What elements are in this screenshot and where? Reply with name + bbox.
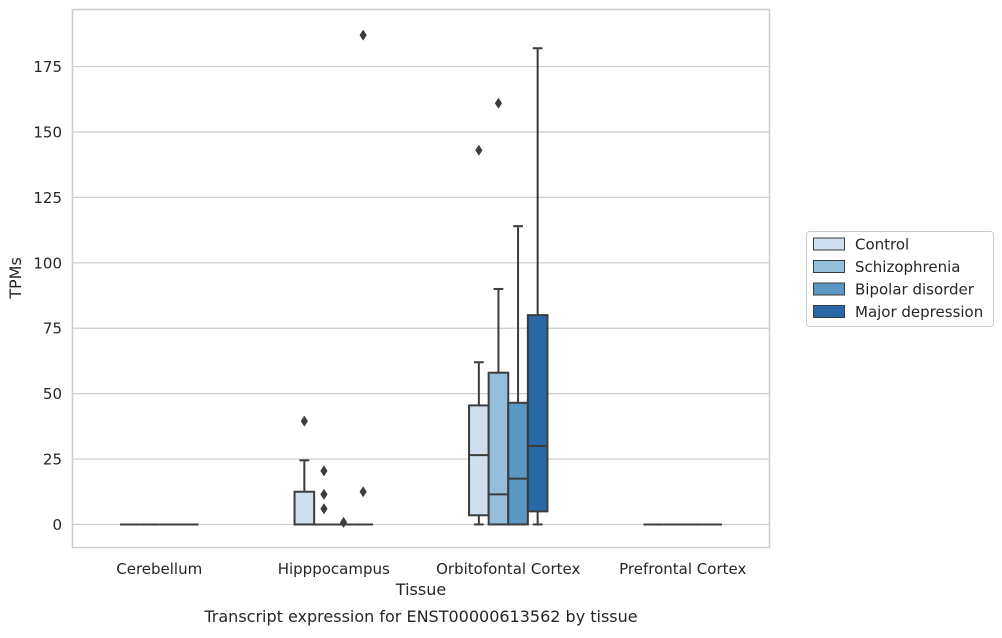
legend-label: Control <box>855 236 909 254</box>
x-tick-labels: Cerebellum Hipppocampus Orbitofontal Corte… <box>116 560 746 578</box>
outlier-point <box>320 488 328 500</box>
box-group <box>353 29 373 526</box>
outlier-point <box>359 29 367 41</box>
y-tick-label: 125 <box>33 189 62 207</box>
chart-caption: Transcript expression for ENST0000061356… <box>203 607 637 626</box>
outlier-point <box>475 144 483 156</box>
y-tick-label: 50 <box>43 385 62 403</box>
legend-swatch <box>813 282 845 296</box>
legend: Control Schizophrenia Bipolar disorder Majo… <box>806 231 994 327</box>
y-tick-label: 150 <box>33 123 62 141</box>
x-tick-label: Cerebellum <box>116 560 202 578</box>
legend-swatch <box>813 260 845 273</box>
y-tick-labels: 0 25 50 75 100 125 150 175 <box>33 58 62 534</box>
legend-swatch <box>813 237 845 251</box>
legend-items: Control Schizophrenia Bipolar disorder Majo… <box>813 236 983 321</box>
outlier-point <box>300 415 308 427</box>
box-group <box>507 225 529 526</box>
outlier-point <box>494 97 503 109</box>
outlier-point <box>359 486 367 498</box>
legend-label: Major depression <box>855 303 983 321</box>
box-group <box>526 47 549 526</box>
legend-frame <box>806 231 994 327</box>
plot-frame <box>71 8 771 549</box>
box-body <box>468 404 490 517</box>
legend-swatch <box>813 305 845 318</box>
y-tick-label: 100 <box>33 254 62 272</box>
outlier-point <box>320 503 328 515</box>
y-tick-label: 175 <box>33 58 62 76</box>
box-group <box>314 465 334 526</box>
outlier-point <box>320 465 328 477</box>
box-body <box>507 401 529 526</box>
y-tick-label: 75 <box>43 320 62 338</box>
x-tick-label: Hipppocampus <box>278 560 390 578</box>
legend-label: Bipolar disorder <box>855 281 975 299</box>
y-tick-label: 0 <box>52 516 62 534</box>
legend-label: Schizophrenia <box>855 258 960 276</box>
x-tick-label: Orbitofontal Cortex <box>436 560 580 578</box>
y-tick-label: 25 <box>43 451 62 469</box>
box-group <box>293 415 316 526</box>
box-group <box>468 144 490 526</box>
x-tick-label: Prefrontal Cortex <box>619 560 746 578</box>
y-axis-label: TPMs <box>6 257 25 300</box>
box-body <box>487 371 510 526</box>
box-body <box>526 314 549 513</box>
x-axis-label: Tissue <box>395 580 446 599</box>
outlier-point <box>339 516 348 528</box>
box-body <box>293 490 316 526</box>
box-series <box>120 29 722 528</box>
box-group <box>333 516 354 528</box>
